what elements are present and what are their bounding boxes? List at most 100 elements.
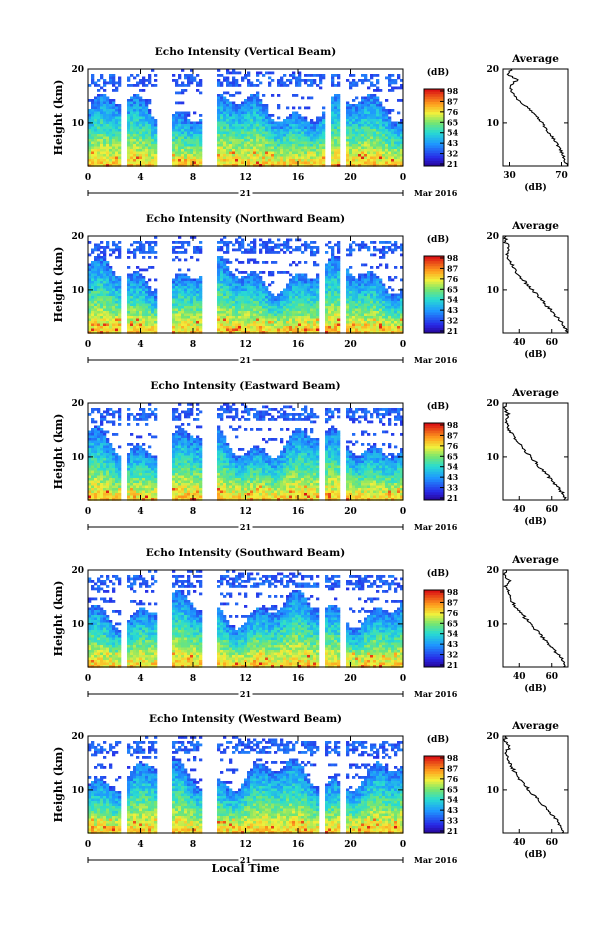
heatmap-cell	[352, 149, 356, 152]
heatmap-cell	[283, 134, 287, 137]
heatmap-cell	[235, 311, 239, 314]
heatmap-cell	[316, 288, 320, 292]
heatmap-cell	[196, 308, 200, 312]
heatmap-cell	[289, 154, 293, 157]
heatmap-cell	[295, 164, 299, 167]
heatmap-cell	[376, 124, 380, 127]
heatmap-cell	[349, 301, 353, 304]
heatmap-cell	[148, 251, 152, 254]
heatmap-cell	[334, 301, 338, 304]
heatmap-cell	[361, 323, 365, 327]
heatmap-cell	[298, 144, 302, 147]
heatmap-cell	[322, 116, 326, 120]
heatmap-cell	[244, 291, 248, 294]
heatmap-cell	[184, 136, 188, 140]
heatmap-cell	[115, 326, 119, 329]
heatmap-cell	[115, 291, 119, 294]
heatmap-cell	[109, 253, 113, 257]
heatmap-cell	[130, 286, 134, 289]
heatmap-cell	[151, 301, 155, 304]
heatmap-cell	[367, 86, 371, 90]
heatmap-cell	[373, 273, 377, 277]
heatmap-cell	[364, 278, 368, 282]
heatmap-cell	[187, 114, 191, 117]
heatmap-cell	[373, 323, 377, 327]
heatmap-cell	[94, 119, 98, 122]
heatmap-cell	[130, 328, 134, 332]
heatmap-cell	[331, 288, 335, 292]
heatmap-cell	[130, 243, 134, 247]
heatmap-cell	[364, 291, 368, 294]
heatmap-cell	[295, 76, 299, 80]
heatmap-cell	[376, 248, 380, 252]
heatmap-cell	[355, 328, 359, 332]
heatmap-cell	[352, 276, 356, 279]
heatmap-cell	[223, 328, 227, 332]
heatmap-cell	[346, 328, 350, 332]
heatmap-cell	[217, 241, 221, 244]
heatmap-cell	[346, 283, 350, 287]
heatmap-cell	[376, 303, 380, 307]
heatmap-cell	[346, 134, 350, 137]
heatmap-cell	[316, 263, 320, 267]
heatmap-cell	[88, 114, 92, 117]
heatmap-cell	[367, 248, 371, 252]
heatmap-cell	[361, 288, 365, 292]
heatmap-cell	[220, 111, 224, 115]
heatmap-cell	[400, 131, 404, 135]
heatmap-cell	[250, 164, 254, 167]
heatmap-cell	[337, 293, 341, 297]
heatmap-cell	[358, 159, 362, 162]
heatmap-cell	[97, 298, 101, 302]
heatmap-cell	[271, 271, 275, 274]
heatmap-cell	[130, 106, 134, 110]
heatmap-cell	[361, 296, 365, 299]
heatmap-cell	[253, 251, 257, 254]
heatmap-cell	[238, 149, 242, 152]
heatmap-cell	[271, 79, 275, 82]
heatmap-cell	[130, 281, 134, 284]
heatmap-cell	[172, 116, 176, 120]
heatmap-cell	[217, 308, 221, 312]
heatmap-cell	[286, 328, 290, 332]
heatmap-cell	[328, 328, 332, 332]
heatmap-cell	[226, 251, 230, 254]
heatmap-cell	[172, 161, 176, 165]
heatmap-cell	[142, 293, 146, 297]
heatmap-cell	[268, 271, 272, 274]
heatmap-cell	[220, 273, 224, 277]
heatmap-cell	[313, 261, 317, 264]
heatmap-cell	[97, 114, 101, 117]
heatmap-cell	[307, 311, 311, 314]
heatmap-cell	[142, 318, 146, 322]
heatmap-cell	[286, 288, 290, 292]
heatmap-cell	[112, 328, 116, 332]
heatmap-cell	[298, 106, 302, 110]
heatmap-cell	[190, 306, 194, 309]
heatmap-cell	[220, 99, 224, 102]
heatmap-cell	[334, 308, 338, 312]
heatmap-cell	[100, 74, 104, 77]
heatmap-cell	[226, 323, 230, 327]
heatmap-cell	[136, 271, 140, 274]
heatmap-cell	[217, 109, 221, 112]
heatmap-cell	[226, 258, 230, 262]
heatmap-cell	[262, 151, 266, 155]
heatmap-cell	[109, 288, 113, 292]
heatmap-cell	[352, 286, 356, 289]
heatmap-cell	[316, 298, 320, 302]
heatmap-cell	[151, 313, 155, 317]
heatmap-cell	[235, 268, 239, 272]
heatmap-cell	[142, 256, 146, 259]
heatmap-cell	[148, 131, 152, 135]
heatmap-cell	[100, 303, 104, 307]
heatmap-cell	[298, 164, 302, 167]
heatmap-cell	[298, 313, 302, 317]
x-tick-label: 0	[400, 173, 406, 183]
heatmap-cell	[223, 111, 227, 115]
heatmap-cell	[295, 311, 299, 314]
heatmap-cell	[286, 291, 290, 294]
heatmap-cell	[196, 298, 200, 302]
heatmap-cell	[175, 331, 179, 334]
heatmap-cell	[277, 311, 281, 314]
